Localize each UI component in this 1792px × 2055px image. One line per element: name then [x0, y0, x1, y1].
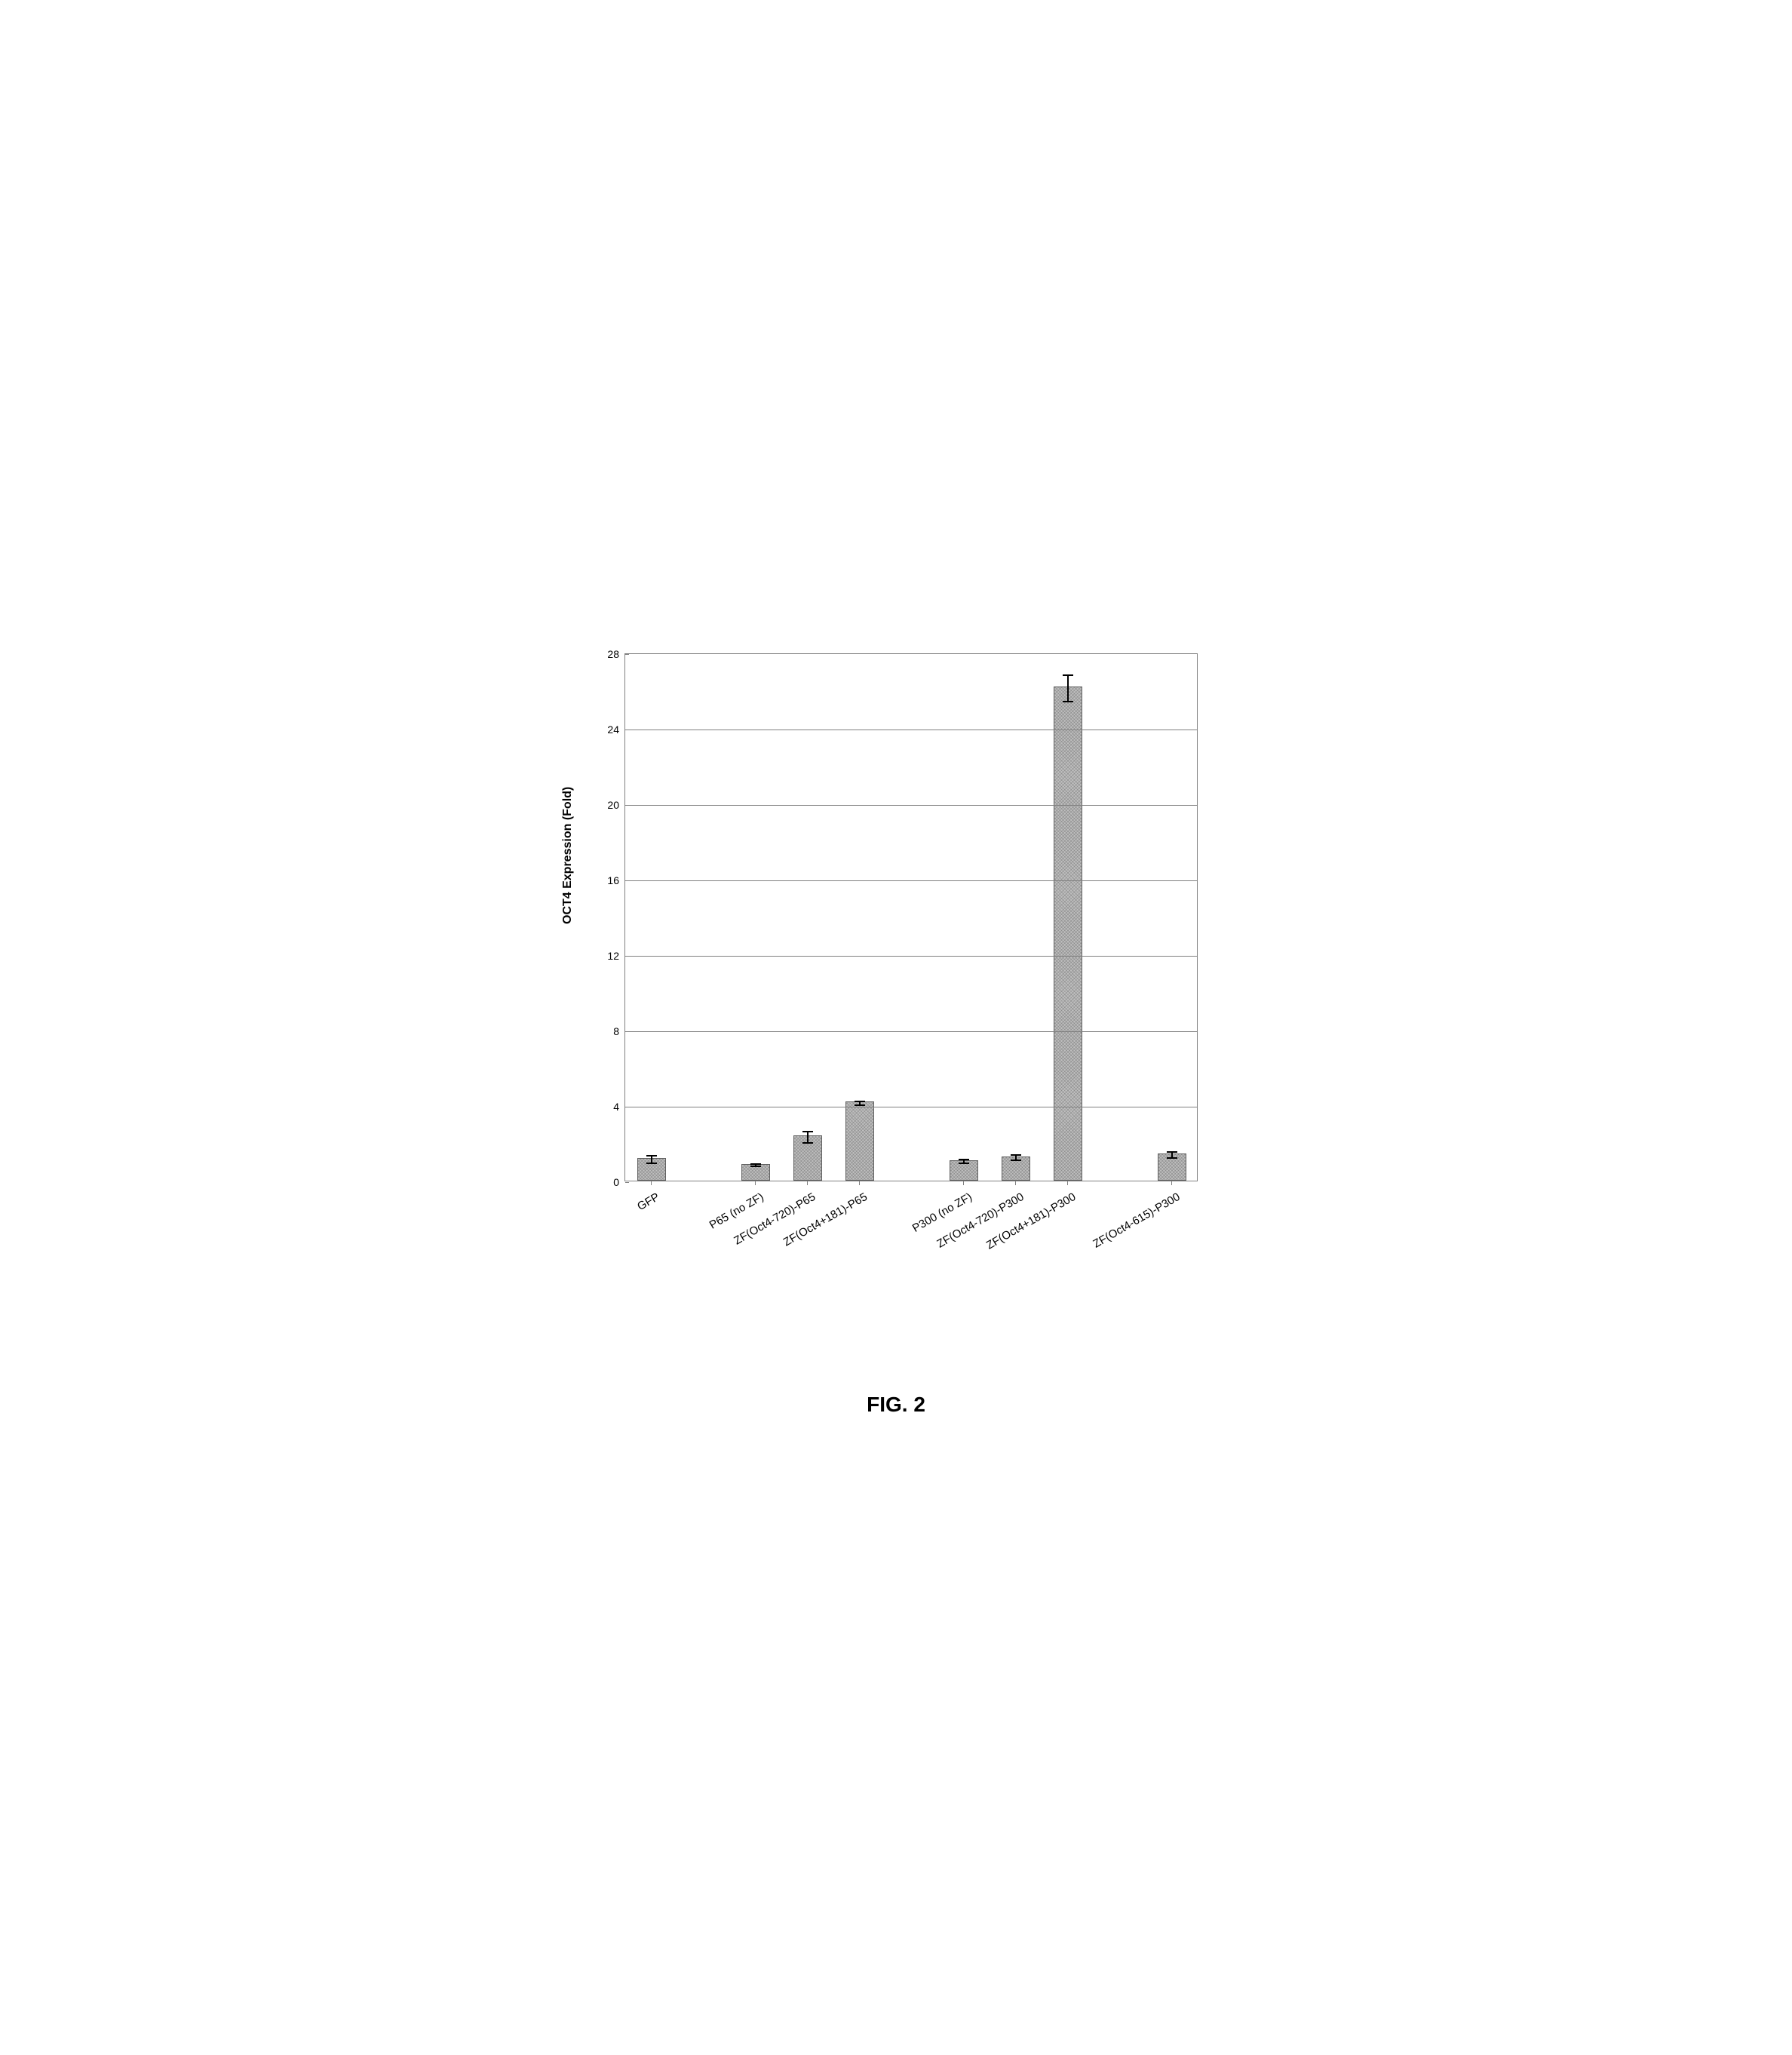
error-cap-bottom — [750, 1166, 761, 1167]
x-tick-mark — [1067, 1181, 1068, 1185]
grid-line — [625, 956, 1197, 957]
error-cap-bottom — [959, 1163, 969, 1164]
y-tick-mark — [625, 805, 629, 806]
y-tick-mark — [625, 1182, 629, 1183]
x-tick-mark — [651, 1181, 652, 1185]
error-cap-top — [959, 1159, 969, 1160]
y-tick-label: 0 — [613, 1176, 625, 1188]
error-cap-top — [802, 1131, 813, 1132]
grid-line — [625, 1031, 1197, 1032]
x-axis-label: ZF(Oct4+181)-P300 — [984, 1190, 1078, 1252]
bar — [845, 1101, 874, 1181]
error-cap-top — [1063, 674, 1073, 676]
x-axis-label: GFP — [635, 1190, 661, 1213]
y-tick-label: 4 — [613, 1101, 625, 1113]
plot-area: 0481216202428 — [624, 653, 1198, 1181]
error-cap-bottom — [646, 1163, 657, 1164]
y-tick-mark — [625, 654, 629, 655]
x-tick-mark — [859, 1181, 860, 1185]
grid-line — [625, 880, 1197, 881]
x-tick-mark — [1171, 1181, 1172, 1185]
x-tick-mark — [807, 1181, 808, 1185]
y-tick-label: 12 — [607, 950, 625, 962]
error-cap-bottom — [1011, 1160, 1021, 1161]
y-tick-label: 24 — [607, 723, 625, 736]
y-tick-mark — [625, 956, 629, 957]
error-cap-top — [855, 1101, 865, 1102]
figure-caption: FIG. 2 — [867, 1393, 925, 1417]
error-bar — [1067, 675, 1069, 702]
error-cap-top — [1011, 1154, 1021, 1156]
y-tick-label: 16 — [607, 874, 625, 886]
x-axis-label: ZF(Oct4-615)-P300 — [1091, 1190, 1183, 1251]
error-cap-top — [1167, 1151, 1177, 1153]
error-cap-bottom — [855, 1104, 865, 1106]
y-tick-label: 20 — [607, 799, 625, 811]
y-axis-label: OCT4 Expression (Fold) — [561, 787, 575, 924]
x-tick-mark — [755, 1181, 756, 1185]
grid-line — [625, 805, 1197, 806]
y-tick-label: 28 — [607, 648, 625, 660]
bars-container — [625, 654, 1197, 1181]
error-cap-bottom — [802, 1142, 813, 1144]
y-tick-mark — [625, 880, 629, 881]
x-axis-label: ZF(Oct4-720)-P300 — [935, 1190, 1026, 1251]
x-tick-mark — [1015, 1181, 1016, 1185]
error-bar — [807, 1132, 809, 1143]
error-cap-bottom — [1167, 1157, 1177, 1159]
error-cap-bottom — [1063, 701, 1073, 702]
y-tick-label: 8 — [613, 1025, 625, 1037]
chart-container: OCT4 Expression (Fold) 0481216202428 FIG… — [557, 638, 1235, 1417]
error-cap-top — [646, 1155, 657, 1157]
x-tick-mark — [963, 1181, 964, 1185]
y-tick-mark — [625, 1031, 629, 1032]
